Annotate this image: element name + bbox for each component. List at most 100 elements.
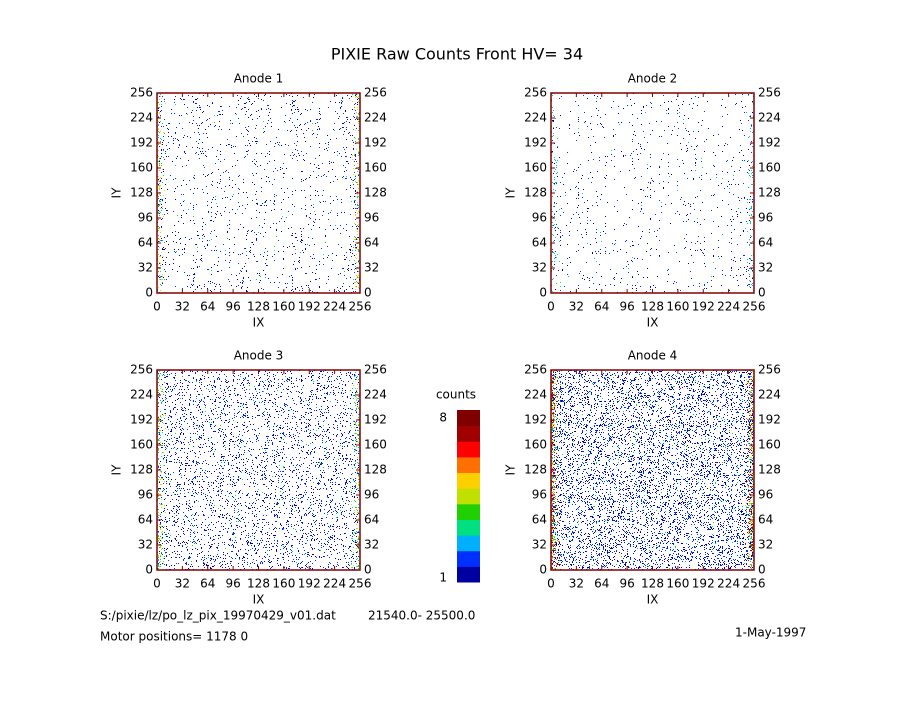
- colorbar-swatch: [457, 535, 480, 552]
- y-tick-label: 192: [130, 136, 153, 150]
- y-tick-label-right: 160: [758, 161, 781, 175]
- y-tick-label-right: 96: [758, 211, 773, 225]
- y-tick-label-right: 128: [758, 186, 781, 200]
- y-tick-label: 96: [138, 488, 153, 502]
- x-tick-label: 0: [547, 300, 555, 314]
- x-tick-label: 192: [298, 300, 321, 314]
- panel-title: Anode 4: [628, 349, 678, 363]
- y-tick-label-right: 0: [758, 286, 766, 300]
- y-tick-label: 128: [130, 186, 153, 200]
- y-tick-label: 96: [138, 211, 153, 225]
- footer-file: S:/pixie/lz/po_lz_pix_19970429_v01.dat: [100, 609, 336, 623]
- x-tick-label: 160: [272, 300, 295, 314]
- y-tick-label-right: 256: [364, 363, 387, 377]
- y-axis-label: IY: [504, 464, 518, 476]
- y-tick-label: 160: [524, 438, 547, 452]
- y-tick-label: 192: [130, 413, 153, 427]
- y-axis-label: IY: [110, 464, 124, 476]
- x-axis-label: IX: [253, 316, 265, 330]
- y-tick-label-right: 224: [758, 111, 781, 125]
- x-tick-label: 256: [743, 577, 766, 591]
- x-tick-label: 64: [200, 577, 215, 591]
- x-tick-label: 96: [619, 577, 634, 591]
- x-tick-label: 96: [225, 300, 240, 314]
- footer-date: 1-May-1997: [735, 626, 806, 640]
- y-tick-label-right: 32: [364, 538, 379, 552]
- x-tick-label: 64: [200, 300, 215, 314]
- y-tick-label-right: 128: [364, 186, 387, 200]
- y-axis-label: IY: [504, 187, 518, 199]
- y-tick-label: 224: [524, 111, 547, 125]
- y-tick-label: 224: [524, 388, 547, 402]
- y-tick-label-right: 224: [364, 111, 387, 125]
- y-tick-label: 96: [532, 488, 547, 502]
- x-tick-label: 224: [323, 577, 346, 591]
- x-tick-label: 192: [692, 300, 715, 314]
- y-tick-label: 256: [130, 86, 153, 100]
- y-tick-label: 96: [532, 211, 547, 225]
- y-tick-label: 256: [130, 363, 153, 377]
- y-tick-label: 192: [524, 413, 547, 427]
- y-tick-label-right: 96: [364, 211, 379, 225]
- y-tick-label: 128: [524, 186, 547, 200]
- y-tick-label: 64: [532, 513, 547, 527]
- y-tick-label: 0: [539, 563, 547, 577]
- footer-range: 21540.0- 25500.0: [368, 609, 475, 623]
- y-tick-label: 224: [130, 111, 153, 125]
- x-tick-label: 192: [692, 577, 715, 591]
- speckle: [157, 370, 360, 570]
- y-tick-label-right: 160: [364, 438, 387, 452]
- y-tick-label-right: 192: [364, 136, 387, 150]
- x-tick-label: 64: [594, 300, 609, 314]
- colorbar-swatch: [457, 456, 480, 474]
- x-tick-label: 64: [594, 577, 609, 591]
- y-tick-label-right: 160: [758, 438, 781, 452]
- y-tick-label-right: 256: [364, 86, 387, 100]
- colorbar-swatch: [457, 488, 480, 505]
- y-tick-label-right: 256: [758, 86, 781, 100]
- y-tick-label-right: 192: [758, 136, 781, 150]
- x-tick-label: 32: [569, 300, 584, 314]
- x-tick-label: 160: [272, 577, 295, 591]
- y-tick-label: 192: [524, 136, 547, 150]
- colorbar-tick-label: 1: [439, 571, 447, 585]
- colorbar-tick-label: 8: [439, 411, 447, 425]
- y-tick-label: 32: [532, 538, 547, 552]
- y-tick-label-right: 96: [758, 488, 773, 502]
- x-tick-label: 256: [349, 300, 372, 314]
- colorbar-swatch: [457, 410, 480, 427]
- colorbar-swatch: [457, 566, 480, 583]
- x-tick-label: 32: [569, 577, 584, 591]
- y-tick-label-right: 32: [364, 261, 379, 275]
- x-tick-label: 192: [298, 577, 321, 591]
- y-tick-label-right: 128: [758, 463, 781, 477]
- y-tick-label-right: 0: [758, 563, 766, 577]
- y-tick-label-right: 64: [758, 236, 773, 250]
- colorbar-swatch: [457, 425, 480, 442]
- y-tick-label: 32: [532, 261, 547, 275]
- colorbar-swatch: [457, 550, 480, 567]
- y-tick-label-right: 0: [364, 563, 372, 577]
- colorbar-swatch: [457, 519, 480, 536]
- panel-title: Anode 2: [628, 72, 678, 86]
- y-tick-label-right: 32: [758, 538, 773, 552]
- y-tick-label-right: 160: [364, 161, 387, 175]
- colorbar-swatch: [457, 472, 480, 489]
- y-tick-label-right: 64: [758, 513, 773, 527]
- y-tick-label: 160: [130, 438, 153, 452]
- y-tick-label: 256: [524, 86, 547, 100]
- x-axis-label: IX: [253, 593, 265, 607]
- y-tick-label: 0: [539, 286, 547, 300]
- x-axis-label: IX: [647, 316, 659, 330]
- y-tick-label-right: 0: [364, 286, 372, 300]
- y-tick-label: 64: [138, 236, 153, 250]
- x-tick-label: 256: [743, 300, 766, 314]
- y-tick-label: 0: [145, 286, 153, 300]
- panel-title: Anode 1: [234, 72, 284, 86]
- x-tick-label: 224: [717, 577, 740, 591]
- y-tick-label: 128: [130, 463, 153, 477]
- colorbar-swatch: [457, 503, 480, 520]
- y-axis-label: IY: [110, 187, 124, 199]
